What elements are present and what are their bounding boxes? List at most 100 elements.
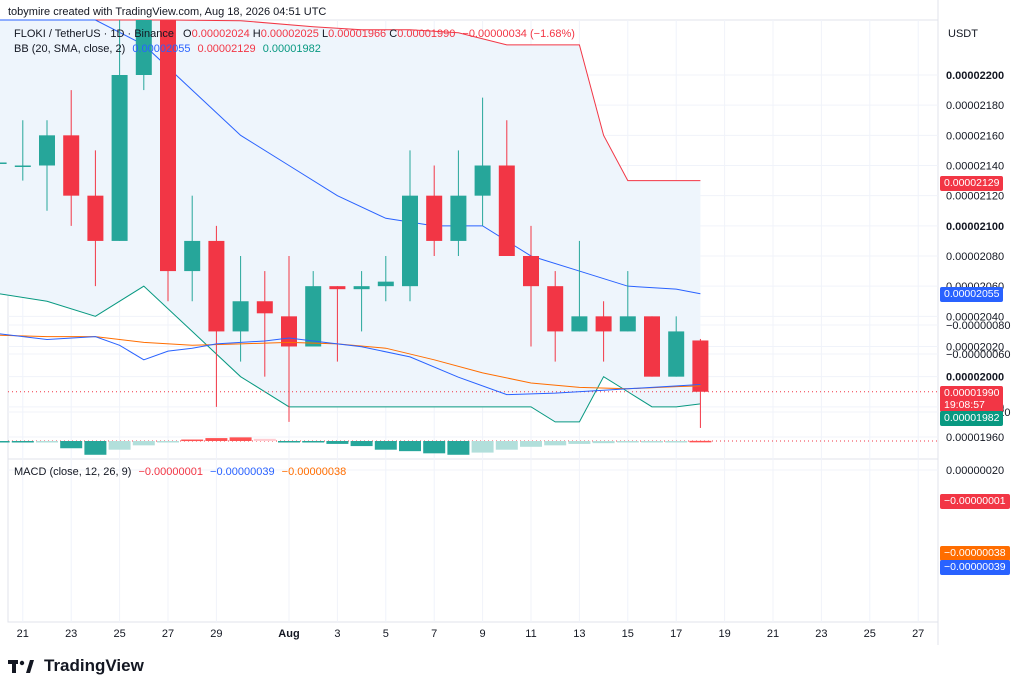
- macd-hist-bar: [520, 441, 542, 447]
- brand-name: TradingView: [44, 656, 144, 675]
- macd-hist-bar: [568, 441, 591, 444]
- candle-body: [644, 316, 660, 377]
- legend-o-label: O: [183, 28, 192, 40]
- macd-tick-label: 0.00000020: [946, 465, 1004, 477]
- legend-bb-lower: 0.00001982: [262, 43, 321, 55]
- currency-label[interactable]: USDT: [948, 28, 978, 40]
- price-tick-label: 0.00001960: [946, 432, 1004, 444]
- macd-hist-bar: [447, 441, 470, 455]
- macd-hist-bar: [471, 441, 494, 453]
- price-tick-label: 0.00002040: [946, 311, 1004, 323]
- price-tick-label: 0.00002120: [946, 191, 1004, 203]
- macd-hist-bar: [689, 440, 712, 443]
- macd-hist-bar: [205, 438, 228, 441]
- candle-body: [87, 195, 104, 241]
- macd-hist-bar: [108, 441, 131, 450]
- time-tick-label: 5: [383, 628, 389, 640]
- candle-body: [14, 165, 31, 167]
- time-tick-label: 7: [431, 628, 437, 640]
- candle-body: [668, 331, 685, 377]
- candle-body: [135, 20, 152, 75]
- upper-band-tag: 0.00002129: [940, 176, 1004, 191]
- candle-body: [160, 20, 176, 272]
- macd-hist-bar: [36, 441, 58, 443]
- legend-macd-hist: −0.00000001: [138, 466, 203, 478]
- time-tick-label: 13: [573, 628, 585, 640]
- candle-body: [111, 75, 128, 241]
- candle-body: [547, 286, 564, 332]
- last-price-tag: 0.00001990 19:08:57: [940, 386, 1004, 412]
- tradingview-logo-icon: [8, 660, 34, 673]
- legend-macd-signal: −0.00000038: [281, 466, 347, 478]
- legend-row-symbol: FLOKI / TetherUS · 1D · Binance O0.00002…: [14, 28, 575, 40]
- macd-hist-bar: [495, 441, 518, 450]
- candle-body: [232, 301, 249, 332]
- legend-o-value: 0.00002024: [191, 28, 250, 40]
- legend-symbol[interactable]: FLOKI / TetherUS · 1D · Binance: [14, 28, 174, 40]
- candle-body: [450, 195, 467, 241]
- time-tick-label: 23: [65, 628, 77, 640]
- legend-row-bb: BB (20, SMA, close, 2) 0.00002055 0.0000…: [14, 43, 321, 55]
- candle-body: [426, 195, 443, 241]
- candle-body: [523, 256, 539, 287]
- legend-l-value: 0.00001966: [328, 28, 387, 40]
- macd-hist-bar: [544, 441, 567, 446]
- bb-lower-line: [0, 285, 701, 423]
- macd-hist-bar: [641, 441, 663, 443]
- time-tick-label: 21: [767, 628, 779, 640]
- time-tick-label: 21: [17, 628, 29, 640]
- macd-hist-bar: [665, 441, 688, 443]
- candle-body: [256, 301, 273, 314]
- macd-hist-bar: [181, 439, 204, 442]
- caption: tobymire created with TradingView.com, A…: [8, 6, 327, 18]
- price-tick-label: 0.00002000: [946, 372, 1004, 384]
- candle-body: [377, 281, 394, 287]
- macd-tick-label: −0.00000080: [946, 320, 1011, 332]
- macd-hist-bar: [326, 441, 349, 444]
- time-tick-label: Aug: [278, 628, 299, 640]
- candle-body: [329, 286, 346, 290]
- price-tick-label: 0.00002180: [946, 100, 1004, 112]
- time-tick-label: 3: [334, 628, 340, 640]
- time-tick-label: 25: [864, 628, 876, 640]
- candle-body: [63, 135, 80, 196]
- time-tick-label: 27: [912, 628, 924, 640]
- macd-hist-bar: [302, 441, 325, 443]
- candle-body: [305, 286, 322, 347]
- macd-hist-bar: [0, 441, 10, 443]
- price-tick-label: 0.00002080: [946, 251, 1004, 263]
- price-tick-label: 0.00002200: [946, 70, 1004, 82]
- macd-hist-bar: [616, 441, 639, 443]
- macd-hist-bar: [592, 441, 615, 444]
- price-tick-label: 0.00002140: [946, 161, 1004, 173]
- macd-tick-label: −0.00000060: [946, 349, 1011, 361]
- legend-macd-label[interactable]: MACD (close, 12, 26, 9): [14, 466, 132, 478]
- time-tick-label: 9: [480, 628, 486, 640]
- legend-bb-basis: 0.00002055: [132, 43, 191, 55]
- candle-body: [571, 316, 588, 332]
- candle-body: [474, 165, 491, 196]
- candle-body: [184, 240, 201, 272]
- price-tick-label: 0.00002020: [946, 342, 1004, 354]
- macd-hist-bar: [132, 441, 155, 446]
- legend-h-value: 0.00002025: [260, 28, 319, 40]
- time-tick-label: 29: [210, 628, 222, 640]
- legend-l-label: L: [321, 28, 329, 40]
- macd-signal-line: [0, 334, 701, 390]
- time-tick-label: 11: [525, 628, 536, 640]
- candle-body: [39, 135, 55, 166]
- legend-h-label: H: [252, 28, 261, 40]
- legend-change: −0.00000034 (−1.68%): [462, 28, 575, 40]
- macd-hist-bar: [229, 437, 252, 441]
- time-tick-label: 17: [670, 628, 682, 640]
- legend-bb-label[interactable]: BB (20, SMA, close, 2): [14, 43, 126, 55]
- basis-tag: 0.00002055: [940, 287, 1004, 302]
- macd-hist-bar: [157, 441, 179, 443]
- macd-hist-bar: [374, 441, 397, 450]
- signal-tag: −0.00000038: [940, 546, 1010, 561]
- brand[interactable]: TradingView: [8, 656, 144, 676]
- candle-body: [208, 240, 225, 332]
- macd-hist-bar: [253, 438, 276, 441]
- legend-macd-line: −0.00000039: [210, 466, 275, 478]
